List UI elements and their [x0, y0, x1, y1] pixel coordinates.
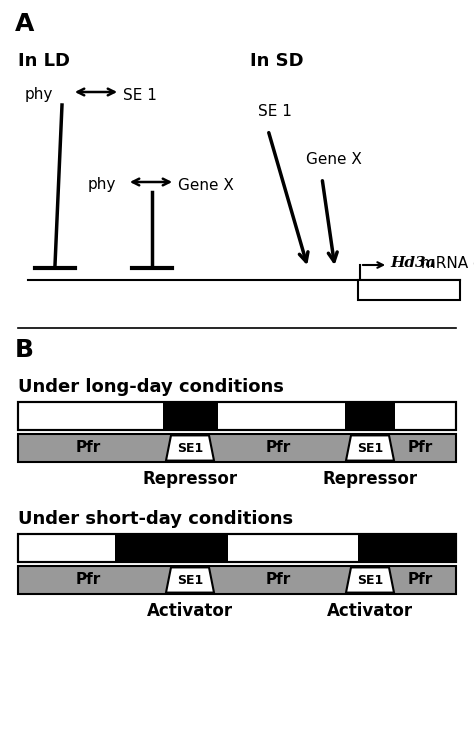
Text: Pfr: Pfr	[407, 572, 433, 587]
Bar	[18, 534, 456, 562]
Bar	[18, 566, 456, 594]
Text: Gene X: Gene X	[306, 153, 362, 168]
Text: Activator: Activator	[147, 602, 233, 620]
Text: Pfr: Pfr	[265, 572, 291, 587]
Text: mRNA etc.: mRNA etc.	[416, 255, 474, 270]
Polygon shape	[346, 435, 394, 461]
Text: SE1: SE1	[177, 441, 203, 455]
Text: In LD: In LD	[18, 52, 70, 70]
Text: Pfr: Pfr	[75, 572, 100, 587]
Polygon shape	[166, 435, 214, 461]
Bar	[345, 402, 395, 430]
Text: Under long-day conditions: Under long-day conditions	[18, 378, 284, 396]
Bar	[18, 402, 456, 430]
Text: phy: phy	[25, 88, 54, 103]
Bar	[163, 402, 218, 430]
Bar	[358, 534, 456, 562]
Text: B: B	[15, 338, 34, 362]
Bar	[18, 534, 456, 562]
Bar	[358, 280, 460, 300]
Bar	[18, 402, 456, 430]
Text: A: A	[15, 12, 35, 36]
Text: Repressor: Repressor	[322, 470, 418, 488]
Polygon shape	[166, 568, 214, 592]
Text: Gene X: Gene X	[178, 178, 234, 192]
Bar	[18, 434, 456, 462]
Text: phy: phy	[88, 178, 117, 192]
Polygon shape	[346, 568, 394, 592]
Text: SE 1: SE 1	[258, 105, 292, 120]
Text: Pfr: Pfr	[265, 440, 291, 455]
Text: SE1: SE1	[357, 574, 383, 586]
Text: Under short-day conditions: Under short-day conditions	[18, 510, 293, 528]
Text: Pfr: Pfr	[75, 440, 100, 455]
Text: Hd3a: Hd3a	[390, 256, 436, 270]
Text: Repressor: Repressor	[143, 470, 237, 488]
Text: SE1: SE1	[177, 574, 203, 586]
Text: Activator: Activator	[327, 602, 413, 620]
Text: In SD: In SD	[250, 52, 304, 70]
Bar	[115, 534, 228, 562]
Text: SE 1: SE 1	[123, 88, 157, 103]
Text: SE1: SE1	[357, 441, 383, 455]
Text: Pfr: Pfr	[407, 440, 433, 455]
